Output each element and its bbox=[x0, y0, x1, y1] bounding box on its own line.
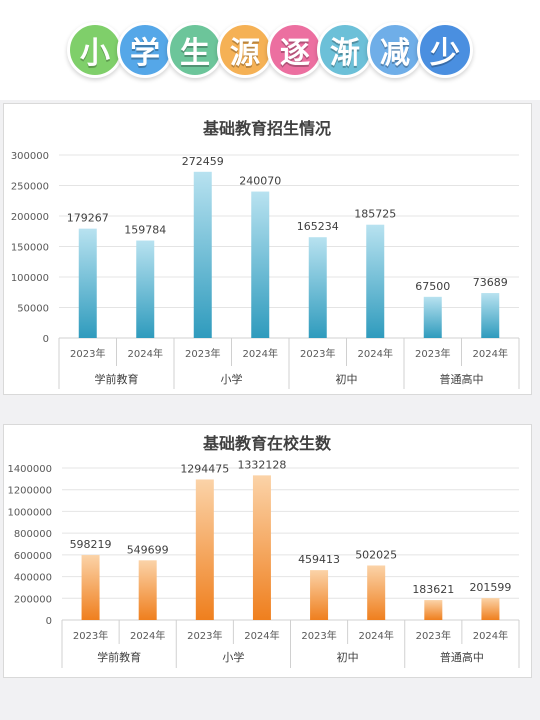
students-chart-panel: 基础教育在校生数 0 200000 400000 600000 800000 1000000… bbox=[3, 424, 532, 678]
banner-char-2: 学 bbox=[117, 22, 173, 78]
y-tick-label: 0 bbox=[43, 334, 49, 345]
data-label: 1332128 bbox=[237, 458, 286, 471]
y-tick-label: 400000 bbox=[14, 573, 52, 584]
x-tick-label: 2023年 bbox=[416, 629, 451, 642]
bar bbox=[193, 171, 212, 338]
data-label: 67500 bbox=[415, 280, 450, 293]
group-label: 初中 bbox=[336, 372, 358, 386]
x-tick-label: 2024年 bbox=[128, 347, 163, 360]
x-tick-label: 2024年 bbox=[473, 629, 508, 642]
data-label: 272459 bbox=[182, 155, 224, 168]
bar bbox=[251, 191, 270, 338]
data-label: 183621 bbox=[412, 583, 454, 596]
banner-char-7: 减 bbox=[367, 22, 423, 78]
y-tick-label: 600000 bbox=[14, 551, 52, 562]
data-label: 459413 bbox=[298, 553, 340, 566]
x-tick-label: 2023年 bbox=[187, 629, 222, 642]
y-tick-label: 300000 bbox=[11, 151, 49, 162]
x-tick-label: 2024年 bbox=[243, 347, 278, 360]
group-label: 学前教育 bbox=[97, 650, 141, 664]
data-label: 165234 bbox=[297, 220, 339, 233]
title-banner: 小 学 生 源 逐 渐 减 少 bbox=[0, 0, 540, 100]
data-label: 159784 bbox=[124, 224, 166, 237]
bar bbox=[423, 296, 442, 338]
x-tick-label: 2024年 bbox=[473, 347, 508, 360]
bar bbox=[308, 237, 327, 338]
bar bbox=[481, 293, 500, 338]
x-tick-label: 2023年 bbox=[415, 347, 450, 360]
group-label: 初中 bbox=[337, 650, 359, 664]
bar bbox=[252, 475, 271, 620]
group-label: 普通高中 bbox=[440, 372, 484, 386]
bar bbox=[195, 479, 214, 620]
bar bbox=[481, 598, 500, 620]
x-tick-label: 2024年 bbox=[358, 629, 393, 642]
enrollment-chart-panel: 基础教育招生情况 0 50000 100000 150000 200000 250000 30… bbox=[3, 103, 532, 395]
data-label: 73689 bbox=[473, 276, 508, 289]
x-tick-label: 2023年 bbox=[300, 347, 335, 360]
y-tick-label: 50000 bbox=[17, 304, 49, 315]
y-tick-label: 0 bbox=[46, 616, 52, 627]
data-label: 201599 bbox=[469, 581, 511, 594]
group-label: 学前教育 bbox=[95, 372, 139, 386]
y-tick-label: 250000 bbox=[11, 182, 49, 193]
x-tick-label: 2024年 bbox=[358, 347, 393, 360]
x-tick-label: 2024年 bbox=[244, 629, 279, 642]
data-label: 185725 bbox=[354, 208, 396, 221]
y-tick-label: 1200000 bbox=[7, 486, 52, 497]
bar bbox=[366, 224, 385, 338]
enrollment-chart: 基础教育招生情况 0 50000 100000 150000 200000 250000 30… bbox=[11, 119, 520, 389]
x-tick-label: 2023年 bbox=[73, 629, 108, 642]
y-tick-label: 1000000 bbox=[7, 507, 52, 518]
banner-char-6: 渐 bbox=[317, 22, 373, 78]
bar bbox=[78, 228, 97, 338]
bar bbox=[81, 555, 100, 620]
x-tick-label: 2024年 bbox=[130, 629, 165, 642]
bar bbox=[424, 600, 443, 620]
y-tick-label: 100000 bbox=[11, 273, 49, 284]
y-tick-label: 200000 bbox=[14, 594, 52, 605]
bar bbox=[136, 240, 155, 338]
data-label: 502025 bbox=[355, 548, 397, 561]
x-tick-label: 2023年 bbox=[185, 347, 220, 360]
bar bbox=[310, 570, 329, 620]
banner-char-8: 少 bbox=[417, 22, 473, 78]
x-tick-label: 2023年 bbox=[301, 629, 336, 642]
banner-char-5: 逐 bbox=[267, 22, 323, 78]
data-label: 179267 bbox=[67, 212, 109, 225]
y-tick-label: 1400000 bbox=[7, 464, 52, 475]
bar bbox=[367, 565, 386, 620]
banner-char-4: 源 bbox=[217, 22, 273, 78]
y-tick-label: 150000 bbox=[11, 243, 49, 254]
data-label: 240070 bbox=[239, 175, 281, 188]
chart-title: 基础教育在校生数 bbox=[202, 434, 332, 453]
y-tick-label: 200000 bbox=[11, 212, 49, 223]
banner-char-1: 小 bbox=[67, 22, 123, 78]
data-label: 598219 bbox=[70, 538, 112, 551]
students-chart: 基础教育在校生数 0 200000 400000 600000 800000 1000000… bbox=[7, 434, 520, 668]
data-label: 1294475 bbox=[180, 462, 229, 475]
group-label: 小学 bbox=[222, 650, 244, 664]
x-tick-label: 2023年 bbox=[70, 347, 105, 360]
data-label: 549699 bbox=[127, 543, 169, 556]
group-label: 小学 bbox=[221, 372, 243, 386]
bar bbox=[138, 560, 157, 620]
chart-title: 基础教育招生情况 bbox=[202, 119, 331, 138]
group-label: 普通高中 bbox=[440, 650, 484, 664]
banner-char-3: 生 bbox=[167, 22, 223, 78]
y-tick-label: 800000 bbox=[14, 529, 52, 540]
